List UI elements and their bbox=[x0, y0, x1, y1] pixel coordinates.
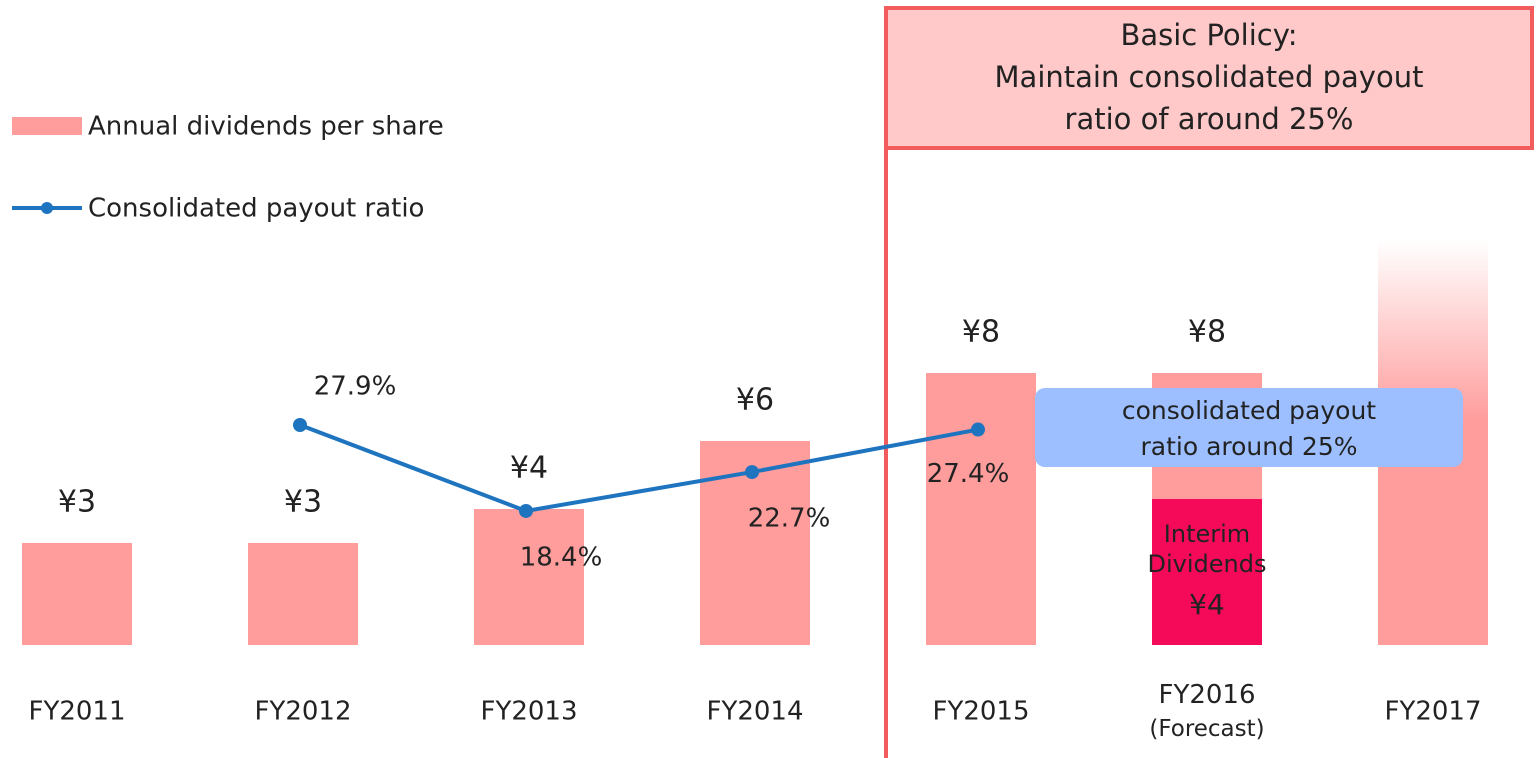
bar bbox=[22, 543, 132, 645]
interim-label: Interim Dividends bbox=[1148, 520, 1267, 578]
bar bbox=[474, 509, 584, 645]
bar-value-label: ¥6 bbox=[736, 383, 774, 418]
interim-bar bbox=[1152, 499, 1262, 645]
policy-header bbox=[884, 6, 1534, 150]
line-point bbox=[519, 503, 533, 518]
policy-text: Basic Policy: Maintain consolidated payo… bbox=[994, 18, 1424, 136]
legend-label: Consolidated payout ratio bbox=[88, 194, 424, 224]
x-tick-label: FY2011 bbox=[28, 697, 125, 727]
interim-value-label: ¥4 bbox=[1189, 588, 1225, 621]
forecast-ratio-box: consolidated payout ratio around 25% bbox=[1035, 388, 1463, 467]
legend-swatch bbox=[12, 117, 82, 135]
line bbox=[299, 423, 979, 514]
bar-value-label: ¥8 bbox=[962, 315, 1000, 350]
x-tick-label: FY2017 bbox=[1384, 697, 1481, 727]
bar-value-label: ¥3 bbox=[284, 485, 322, 520]
line-point bbox=[971, 422, 985, 437]
x-tick-label: FY2016 (Forecast) bbox=[1149, 680, 1264, 742]
line-point bbox=[745, 465, 759, 480]
x-tick-label: FY2012 bbox=[254, 697, 351, 727]
line-value-label: 18.4% bbox=[520, 542, 603, 572]
bar-value-label: ¥4 bbox=[510, 451, 548, 486]
x-tick-label: FY2015 bbox=[932, 697, 1029, 727]
bar-value-label: ¥8 bbox=[1188, 315, 1226, 350]
bar bbox=[926, 373, 1036, 645]
line-value-label: 27.9% bbox=[314, 372, 397, 402]
line-value-label: 27.4% bbox=[927, 459, 1010, 489]
bar-value-label: ¥3 bbox=[58, 485, 96, 520]
x-tick-label: FY2013 bbox=[480, 697, 577, 727]
line-value-label: 22.7% bbox=[748, 504, 831, 534]
x-tick-label: FY2014 bbox=[706, 697, 803, 727]
bar bbox=[248, 543, 358, 645]
legend-label: Annual dividends per share bbox=[88, 112, 444, 142]
legend-swatch bbox=[41, 202, 53, 214]
line-point bbox=[293, 418, 307, 433]
